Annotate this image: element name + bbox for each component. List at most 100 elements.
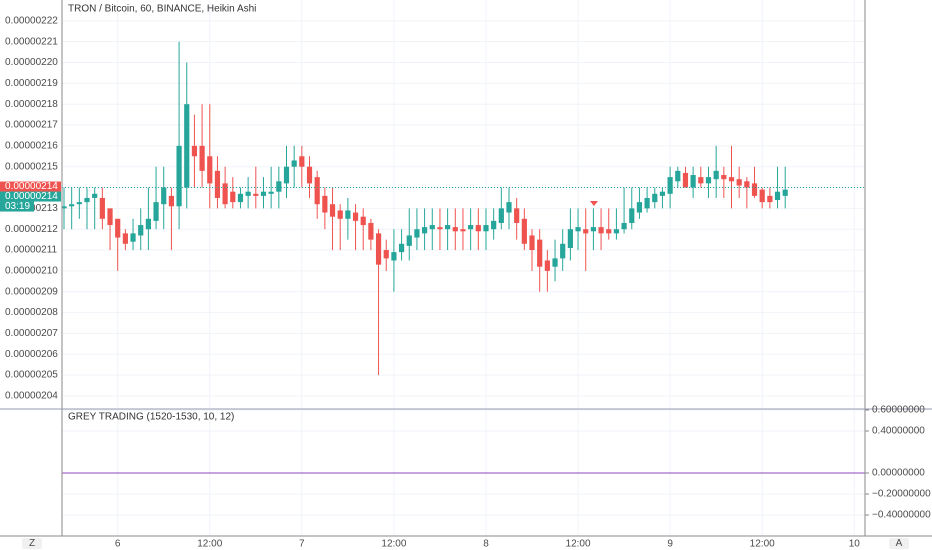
candle-body	[652, 193, 658, 203]
candle-body	[567, 229, 573, 248]
indicator-tick-label: 0.60000000	[872, 405, 925, 416]
candle-body	[529, 235, 535, 251]
x-tick-label: 12:00	[197, 539, 222, 550]
candle-body	[168, 195, 175, 207]
candle-body	[276, 181, 282, 192]
candle-body	[69, 204, 75, 207]
candle-body	[368, 222, 374, 240]
y-tick-label: 0.00000222	[5, 15, 58, 26]
y-tick-label: 0.00000210	[5, 266, 58, 277]
candle-body	[560, 243, 566, 259]
y-tick-label: 0.00000204	[5, 391, 58, 402]
candle-body	[514, 208, 520, 223]
grid	[62, 0, 865, 536]
candle-body	[283, 166, 290, 184]
candle-body	[306, 166, 313, 184]
candle-body	[644, 197, 650, 209]
candle-body	[61, 206, 67, 209]
candle-body	[76, 202, 82, 205]
y-tick-label: 0.00000209	[5, 286, 58, 297]
candle-body	[698, 177, 704, 184]
candle-body	[115, 218, 121, 238]
auto-button[interactable]	[889, 538, 909, 549]
candle-body	[352, 212, 359, 221]
indicator-tick-label: 0.00000000	[872, 468, 925, 479]
candle-body	[406, 235, 412, 246]
countdown-bg	[0, 201, 34, 212]
countdown: 03:19	[5, 201, 30, 212]
candle-body	[230, 191, 236, 203]
candle-body	[92, 193, 98, 198]
candle-body	[774, 191, 781, 201]
candle-body	[613, 229, 620, 234]
candle-body	[329, 204, 336, 217]
indicator-tick-label: −0.20000000	[872, 489, 931, 500]
y-tick-label: 0.00000217	[5, 120, 58, 131]
candle-body	[537, 239, 543, 267]
candle-body	[130, 233, 136, 242]
candle-body	[245, 191, 251, 196]
x-tick-label: 7	[299, 539, 305, 550]
candle-body	[291, 160, 297, 167]
candle-body	[337, 210, 343, 219]
candle-body	[153, 202, 159, 221]
candle-body	[437, 227, 443, 230]
candle-body	[345, 210, 351, 219]
candle-body	[659, 191, 666, 196]
price-label-bg	[0, 191, 61, 202]
candle-body	[145, 218, 151, 230]
candle-body	[138, 225, 144, 236]
candle-body	[122, 233, 128, 244]
candle-body	[629, 208, 635, 223]
candle-body	[460, 229, 466, 232]
candle-body	[506, 202, 512, 213]
indicator-tick-label: 0.40000000	[872, 426, 925, 437]
x-tick-label: 12:00	[750, 539, 775, 550]
y-tick-label: 0.00000211	[5, 245, 58, 256]
auto-button-label[interactable]: A	[896, 538, 903, 549]
candle-body	[705, 177, 712, 184]
candle-body	[759, 189, 765, 203]
candle-body	[161, 187, 167, 205]
candle-body	[445, 225, 451, 230]
scale-button[interactable]	[22, 538, 42, 549]
candle-body	[728, 177, 735, 182]
y-tick-label: 0.00000206	[5, 349, 58, 360]
y-tick-label: 0.00000212	[5, 224, 58, 235]
price-label-bg	[0, 181, 61, 192]
x-tick-label: 9	[667, 539, 673, 550]
candle-body	[583, 229, 589, 234]
candle-body	[199, 145, 205, 171]
candle-body	[675, 170, 681, 182]
candle-body	[621, 222, 627, 230]
axis-labels: 0.00000222 0.00000221 0.00000220 0.00000219…	[0, 15, 931, 550]
candle-body	[744, 181, 750, 188]
y-tick-label: 0.00000207	[5, 328, 58, 339]
candle-body	[598, 227, 604, 234]
candle-body	[483, 225, 489, 232]
candle-body	[475, 225, 481, 232]
chart-title: TRON / Bitcoin, 60, BINANCE, Heikin Ashi	[68, 4, 256, 15]
y-tick-label: 0.00000208	[5, 307, 58, 318]
price-label: 0.00000214	[5, 181, 58, 192]
candle-body	[107, 208, 113, 226]
candle-body	[575, 227, 581, 232]
y-tick-label: 0.00000218	[5, 99, 58, 110]
candle-body	[721, 175, 727, 180]
candle-body	[360, 216, 366, 226]
scale-button-label[interactable]: Z	[29, 538, 35, 549]
candle-body	[690, 175, 696, 188]
candle-body	[429, 225, 435, 230]
candle-body	[314, 177, 320, 205]
candle-body	[214, 170, 221, 198]
candle-body	[383, 250, 389, 259]
x-tick-label: 8	[483, 539, 489, 550]
candle-body	[237, 193, 244, 203]
candle-body	[184, 104, 190, 188]
candle-body	[782, 189, 788, 196]
candle-body	[590, 227, 596, 232]
candle-body	[84, 197, 90, 203]
candle-body	[268, 191, 274, 194]
